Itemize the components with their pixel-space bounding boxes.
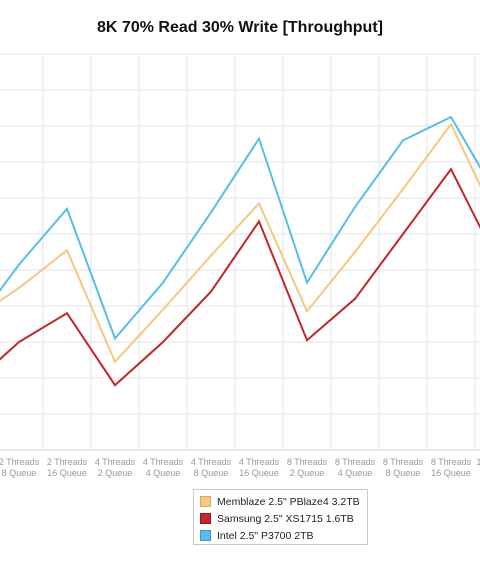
series-line bbox=[0, 122, 480, 364]
x-tick-label: 8 Threads 2 Queue bbox=[287, 457, 328, 478]
series-layer bbox=[0, 115, 480, 387]
legend-item: Samsung 2.5" XS1715 1.6TB bbox=[200, 510, 367, 527]
series-line bbox=[0, 115, 480, 341]
legend-label: Memblaze 2.5" PBlaze4 3.2TB bbox=[217, 495, 360, 508]
x-tick-label: 8 Threads 8 Queue bbox=[383, 457, 424, 478]
x-tick-label: 8 Threads 4 Queue bbox=[335, 457, 376, 478]
x-tick-label: 4 Threads 4 Queue bbox=[143, 457, 184, 478]
legend-label: Intel 2.5" P3700 2TB bbox=[217, 529, 314, 542]
x-tick-label: 2 Threads 16 Queue bbox=[47, 457, 88, 478]
legend-swatch bbox=[200, 530, 211, 541]
x-tick-label: 4 Threads 16 Queue bbox=[239, 457, 280, 478]
legend-label: Samsung 2.5" XS1715 1.6TB bbox=[217, 512, 354, 525]
series-line bbox=[0, 167, 480, 387]
legend: Memblaze 2.5" PBlaze4 3.2TB Samsung 2.5"… bbox=[193, 489, 368, 545]
x-tick-label: 2 Threads 8 Queue bbox=[0, 457, 40, 478]
legend-swatch bbox=[200, 513, 211, 524]
chart-title: 8K 70% Read 30% Write [Throughput] bbox=[97, 19, 383, 36]
legend-item: Memblaze 2.5" PBlaze4 3.2TB bbox=[200, 493, 367, 510]
grid bbox=[0, 53, 480, 451]
x-tick-label: 4 Threads 8 Queue bbox=[191, 457, 232, 478]
x-tick-label: 8 Threads 16 Queue bbox=[431, 457, 472, 478]
x-tick-labels: 2 Threads 8 Queue 2 Threads 16 Queue 4 Threa… bbox=[0, 457, 480, 478]
x-tick-label: 4 Threads 2 Queue bbox=[95, 457, 136, 478]
legend-swatch bbox=[200, 496, 211, 507]
legend-item: Intel 2.5" P3700 2TB bbox=[200, 527, 367, 544]
